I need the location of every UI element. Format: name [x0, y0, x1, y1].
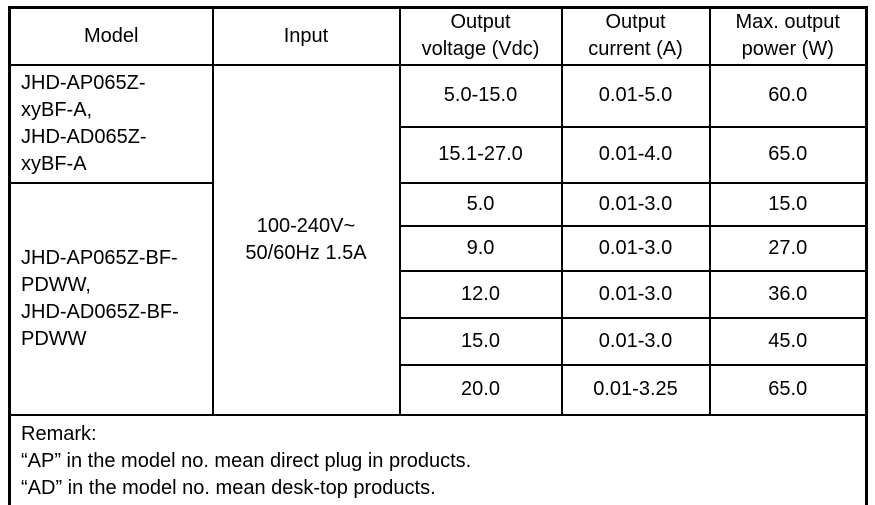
model-line: xyBF-A — [21, 152, 87, 175]
model-line: JHD-AP065Z- — [21, 71, 146, 94]
power-spec-table: Model Input Output voltage (Vdc) Output … — [8, 6, 868, 505]
power-cell: 45.0 — [708, 316, 868, 366]
remark-line: “AD” in the model no. mean desk-top prod… — [21, 476, 436, 499]
table-row: 15.1-27.0 0.01-4.0 65.0 — [10, 125, 868, 184]
model-cell-group2: JHD-AP065Z-BF- PDWW, JHD-AD065Z-BF- PDWW — [8, 181, 214, 416]
current-cell: 0.01-4.0 — [560, 125, 711, 184]
remark-row: Remark: “AP” in the model no. mean direc… — [8, 413, 868, 505]
model-cell-group1: JHD-AP065Z- xyBF-A, JHD-AD065Z- xyBF-A — [8, 63, 214, 184]
table-header-row: Model Input Output voltage (Vdc) Output … — [8, 6, 868, 66]
current-cell: 0.01-3.0 — [560, 224, 711, 272]
table-row: 9.0 0.01-3.0 27.0 — [10, 224, 868, 272]
input-line: 50/60Hz 1.5A — [245, 241, 367, 264]
voltage-cell: 9.0 — [398, 224, 563, 272]
power-cell: 60.0 — [708, 63, 868, 128]
input-cell: 100-240V~ 50/60Hz 1.5A — [211, 63, 401, 416]
power-cell: 65.0 — [708, 125, 868, 184]
header-line: Model — [84, 24, 139, 47]
remark-cell: Remark: “AP” in the model no. mean direc… — [8, 413, 868, 505]
voltage-cell: 5.0-15.0 — [398, 63, 563, 128]
power-cell: 27.0 — [708, 224, 868, 272]
input-line: 100-240V~ — [256, 214, 356, 237]
model-line: PDWW, — [21, 273, 91, 296]
header-line: power (W) — [741, 38, 834, 61]
table-row: 12.0 0.01-3.0 36.0 — [10, 269, 868, 319]
table-row: 20.0 0.01-3.25 65.0 — [10, 363, 868, 416]
col-header-max-output-power: Max. output power (W) — [708, 6, 868, 66]
model-line: JHD-AP065Z-BF- — [21, 246, 178, 269]
table-row: 15.0 0.01-3.0 45.0 — [10, 316, 868, 366]
current-cell: 0.01-5.0 — [560, 63, 711, 128]
power-cell: 36.0 — [708, 269, 868, 319]
col-header-output-current: Output current (A) — [560, 6, 711, 66]
header-line: Input — [283, 24, 329, 47]
power-cell: 65.0 — [708, 363, 868, 416]
remark-line: “AP” in the model no. mean direct plug i… — [21, 449, 472, 472]
table-row: JHD-AP065Z-BF- PDWW, JHD-AD065Z-BF- PDWW… — [8, 181, 868, 416]
table-row: JHD-AP065Z- xyBF-A, JHD-AD065Z- xyBF-A 1… — [8, 63, 868, 416]
remark-title: Remark: — [21, 422, 97, 445]
header-line: Output — [605, 11, 666, 34]
col-header-model: Model — [8, 6, 214, 66]
voltage-cell: 12.0 — [398, 269, 563, 319]
model-line: xyBF-A, — [21, 98, 93, 121]
current-cell: 0.01-3.0 — [560, 269, 711, 319]
power-cell: 15.0 — [708, 181, 868, 227]
header-line: voltage (Vdc) — [421, 38, 540, 61]
header-line: current (A) — [588, 38, 683, 61]
voltage-cell: 20.0 — [398, 363, 563, 416]
model-line: PDWW — [21, 327, 87, 350]
header-line: Max. output — [735, 11, 840, 34]
voltage-cell: 15.0 — [398, 316, 563, 366]
col-header-output-voltage: Output voltage (Vdc) — [398, 6, 563, 66]
current-cell: 0.01-3.0 — [560, 316, 711, 366]
voltage-cell: 5.0 — [398, 181, 563, 227]
col-header-input: Input — [211, 6, 401, 66]
model-line: JHD-AD065Z- — [21, 125, 147, 148]
current-cell: 0.01-3.25 — [560, 363, 711, 416]
model-line: JHD-AD065Z-BF- — [21, 300, 179, 323]
current-cell: 0.01-3.0 — [560, 181, 711, 227]
voltage-cell: 15.1-27.0 — [398, 125, 563, 184]
header-line: Output — [450, 11, 511, 34]
